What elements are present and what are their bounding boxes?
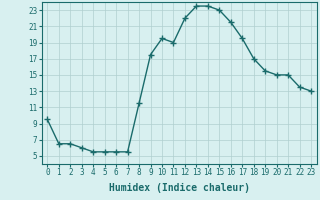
X-axis label: Humidex (Indice chaleur): Humidex (Indice chaleur)	[109, 183, 250, 193]
